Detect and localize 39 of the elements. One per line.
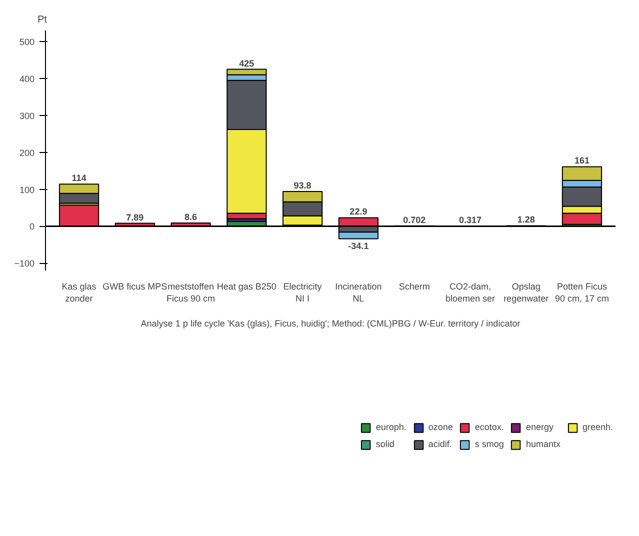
y-tick-label: 400 [19, 74, 35, 84]
total-label: 114 [72, 173, 86, 184]
total-label: 93.8 [294, 180, 312, 190]
x-tick-label: Scherm [398, 282, 430, 292]
x-tick-label: GWB ficus MPS [102, 282, 168, 292]
annotation: 22.9 [350, 206, 368, 217]
x-tick-label: Heat gas B250 [216, 282, 276, 292]
total-label: 1.28 [517, 214, 535, 225]
annotation: -34.1 [348, 240, 369, 251]
legend-label: solid [376, 438, 396, 450]
legend-label: energy [526, 422, 554, 432]
legend-label: greenh. [582, 422, 613, 432]
legend-label: ozone [428, 422, 453, 432]
total-label: 161 [574, 156, 590, 166]
x-tick-label: Opslag regenwater [504, 282, 549, 304]
total-label: 8.6 [184, 212, 198, 222]
legend-label: acidif. [428, 438, 452, 450]
total-label: 425 [239, 58, 254, 68]
y-axis-title: Pt [38, 14, 48, 26]
x-tick-label: CO2-dam, bloemen ser [445, 282, 495, 304]
legend-label: humantx [526, 438, 560, 450]
x-tick-label: Incineration NL [335, 282, 382, 304]
y-tick-label: 100 [19, 184, 35, 195]
text: Analyse 1 p life cycle 'Kas (glas), Ficus, huidig'; Method: (CML)PBG / W-Eur. territory / indicator [140, 318, 520, 328]
x-tick-label: Potten Ficus 90 cm, 17 cm [554, 282, 609, 304]
y-tick-label: 500 [19, 37, 35, 48]
x-tick-label: meststoffen Ficus 90 cm [166, 282, 216, 304]
y-tick-label: 0 [29, 222, 35, 232]
total-label: 0.317 [458, 215, 482, 226]
x-tick-label: Electricity NI I [283, 282, 322, 304]
legend-label: ecotox. [474, 422, 504, 432]
y-tick-label: 300 [19, 110, 35, 121]
total-label: 7.89 [126, 212, 144, 222]
legend-label: s smog [474, 438, 504, 450]
y-tick-label: −100 [14, 258, 35, 269]
y-tick-label: 200 [19, 148, 35, 158]
legend-label: europh. [376, 422, 406, 432]
total-label: 0.702 [403, 214, 426, 225]
x-tick-label: Kas glas zonder [62, 282, 97, 304]
